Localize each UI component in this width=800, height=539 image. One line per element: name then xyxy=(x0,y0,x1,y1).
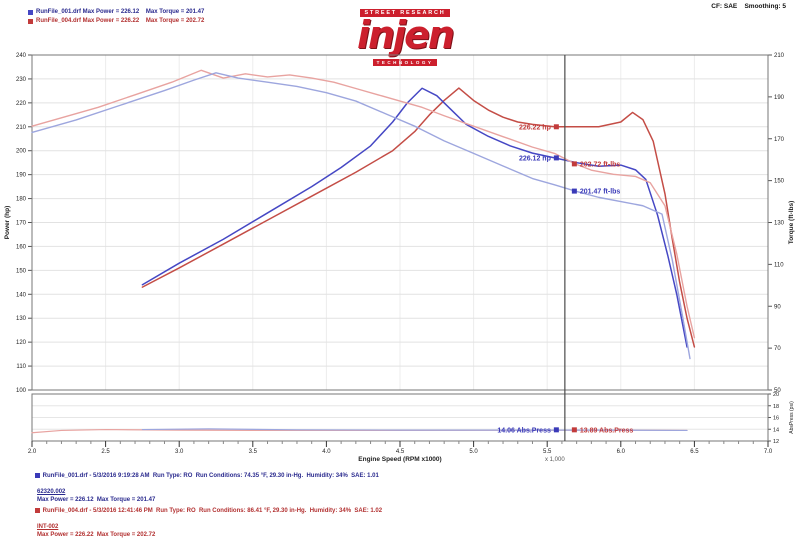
torque-axis-title: Torque (ft-lbs) xyxy=(788,201,795,245)
callout-label: 201.47 ft-lbs xyxy=(580,189,621,196)
main-plot-border xyxy=(31,54,769,391)
series-power-curve xyxy=(141,87,696,348)
legend-row-run1[interactable]: RunFile_001.drf Max Power = 226.12 Max T… xyxy=(28,9,204,17)
run1-conditions-text: RunFile_001.drf - 5/3/2016 9:19:28 AM Ru… xyxy=(42,473,379,479)
x-tick-label: 7.0 xyxy=(764,449,773,455)
power-tick-label: 210 xyxy=(16,125,27,131)
power-tick-label: 230 xyxy=(16,77,27,83)
run1-part-number[interactable]: 62320.002 xyxy=(37,489,66,495)
legend-row-run2[interactable]: RunFile_004.drf Max Power = 226.22 Max T… xyxy=(28,18,204,26)
power-tick-label: 150 xyxy=(16,268,27,274)
torque-tick-label: 110 xyxy=(774,262,784,268)
run2-color-swatch xyxy=(28,18,33,24)
x-tick-label: 5.0 xyxy=(469,449,478,455)
logo-injen-wordmark: injen xyxy=(357,13,455,57)
power-tick-label: 180 xyxy=(16,197,27,203)
logo-street-research-label: STREET RESEARCH xyxy=(360,9,450,17)
torque-tick-label: 130 xyxy=(774,221,785,227)
sub-series-curve xyxy=(141,428,688,432)
power-tick-label: 160 xyxy=(16,244,27,250)
run2-details-block: RunFile_004.drf - 5/3/2016 12:41:46 PM R… xyxy=(28,499,768,539)
callout-marker xyxy=(553,124,559,130)
x-tick-label: 2.0 xyxy=(28,449,37,455)
power-tick-label: 110 xyxy=(16,364,26,370)
callout-marker xyxy=(571,427,577,433)
sub-tick-label: 18 xyxy=(773,404,779,410)
power-tick-label: 140 xyxy=(16,292,27,298)
power-tick-label: 120 xyxy=(16,340,27,346)
x-tick-label: 3.0 xyxy=(175,449,184,455)
run2-part-number[interactable]: INT-002 xyxy=(37,524,59,530)
run-legend: RunFile_001.drf Max Power = 226.12 Max T… xyxy=(28,9,204,26)
sub-tick-label: 12 xyxy=(773,439,779,445)
smoothing-settings-label: CF: SAE Smoothing: 5 xyxy=(711,3,786,10)
sub-tick-label: 20 xyxy=(773,392,779,398)
run2-conditions-text: RunFile_004.drf - 5/3/2016 12:41:46 PM R… xyxy=(42,508,383,514)
torque-tick-label: 50 xyxy=(774,388,781,394)
callout-label: 226.22 hp xyxy=(519,124,551,131)
run2-marker-swatch xyxy=(34,507,40,513)
power-tick-label: 200 xyxy=(16,149,27,155)
x-tick-label: 6.0 xyxy=(617,449,626,455)
torque-tick-label: 70 xyxy=(774,346,781,352)
power-tick-label: 100 xyxy=(16,388,27,394)
power-tick-label: 240 xyxy=(16,53,27,59)
legend-run2-text: RunFile_004.drf Max Power = 226.22 Max T… xyxy=(36,17,205,24)
injen-logo: STREET RESEARCH injen TECHNOLOGY xyxy=(341,1,469,69)
callout-label: 14.06 Abs.Press xyxy=(497,427,551,434)
power-tick-label: 130 xyxy=(16,316,27,322)
x-tick-label: 4.5 xyxy=(396,449,405,455)
x-axis-title: Engine Speed (RPM x1000) xyxy=(358,456,441,463)
torque-tick-label: 170 xyxy=(774,137,785,143)
logo-technology-label: TECHNOLOGY xyxy=(372,59,438,66)
torque-tick-label: 150 xyxy=(774,179,785,185)
legend-run1-text: RunFile_001.drf Max Power = 226.12 Max T… xyxy=(36,9,205,15)
sub-tick-label: 14 xyxy=(773,427,779,433)
run1-max-values: Max Power = 226.12 Max Torque = 201.47 xyxy=(37,497,156,503)
run1-color-swatch xyxy=(28,10,33,16)
torque-tick-label: 190 xyxy=(774,95,785,101)
run1-details-block: RunFile_001.drf - 5/3/2016 9:19:28 AM Ru… xyxy=(28,464,768,504)
series-torque-curve xyxy=(31,72,691,360)
sub-axis-title: AbsPress (psi) xyxy=(789,401,795,434)
chart-plot-area[interactable] xyxy=(32,55,768,390)
callout-marker xyxy=(571,188,577,194)
torque-tick-label: 90 xyxy=(774,304,781,310)
run1-marker-swatch xyxy=(34,472,40,478)
x-tick-label: 2.5 xyxy=(101,449,110,455)
power-tick-label: 190 xyxy=(16,173,27,179)
power-tick-label: 170 xyxy=(16,221,27,227)
power-axis-title: Power (hp) xyxy=(4,206,11,240)
x-tick-label: 4.0 xyxy=(322,449,331,455)
power-tick-label: 220 xyxy=(16,101,27,107)
series-power-curve xyxy=(141,87,688,348)
x-tick-label: 3.5 xyxy=(249,449,258,455)
torque-tick-label: 210 xyxy=(774,53,785,59)
callout-label: 13.89 Abs.Press xyxy=(580,427,634,434)
callout-marker xyxy=(571,161,577,167)
sub-tick-label: 16 xyxy=(773,416,779,422)
callout-marker xyxy=(553,427,559,433)
x-axis-note: x 1,000 xyxy=(545,457,565,463)
callout-label: 226.12 hp xyxy=(519,155,551,162)
run2-max-values: Max Power = 226.22 Max Torque = 202.72 xyxy=(37,532,156,538)
series-torque-curve xyxy=(31,69,696,339)
callout-label: 202.72 ft-lbs xyxy=(580,161,621,168)
callout-marker xyxy=(553,155,559,161)
x-tick-label: 5.5 xyxy=(543,449,552,455)
x-tick-label: 6.5 xyxy=(690,449,699,455)
